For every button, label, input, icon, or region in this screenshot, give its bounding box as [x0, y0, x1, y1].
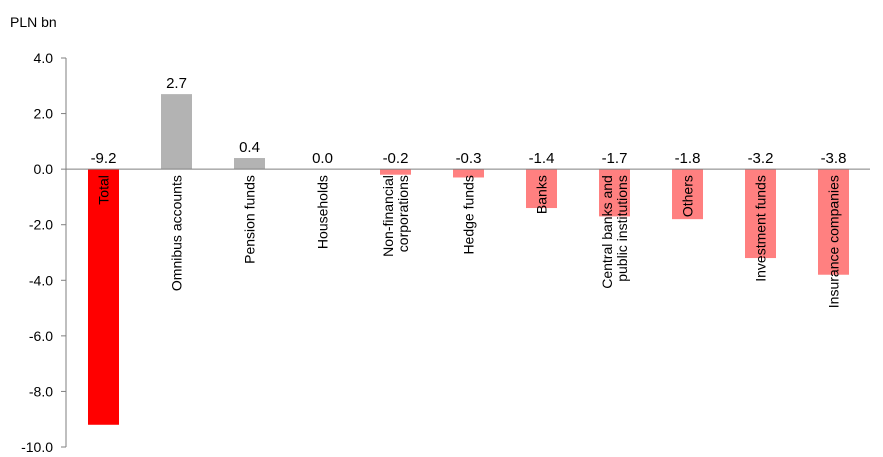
bar	[380, 169, 411, 175]
category-label: Pension funds	[242, 175, 258, 264]
bar	[672, 169, 703, 220]
bar	[745, 169, 776, 259]
bar	[599, 169, 630, 217]
y-tick-label: -8.0	[29, 383, 53, 399]
category-label: Central banks and	[599, 175, 615, 289]
category-label: Banks	[534, 175, 550, 214]
value-label: -1.7	[602, 150, 628, 167]
bar	[818, 169, 849, 275]
category-label-group: Non-financial corporations	[380, 175, 411, 257]
value-label: -0.2	[383, 150, 409, 167]
y-tick-label: 0.0	[34, 161, 54, 177]
value-label: -1.4	[529, 150, 555, 167]
category-label-group: Banks	[534, 175, 550, 214]
bar	[88, 169, 119, 425]
category-label-group: Insurance companies	[826, 175, 842, 308]
category-label: Insurance companies	[826, 175, 842, 308]
category-label: Omnibus accounts	[169, 175, 185, 291]
category-label-group: Households	[315, 175, 331, 249]
y-tick-label: 2.0	[34, 106, 54, 122]
category-label: Households	[315, 175, 331, 249]
category-label: Investment funds	[753, 175, 769, 282]
category-label-group: Total	[96, 175, 112, 205]
bar	[526, 169, 557, 209]
value-label: 0.4	[239, 139, 260, 156]
y-tick-label: -6.0	[29, 328, 53, 344]
category-label: Hedge funds	[461, 175, 477, 254]
category-label-group: Central banks and public institutions	[599, 175, 630, 289]
category-label: public institutions	[614, 175, 630, 282]
category-label-group: Hedge funds	[461, 175, 477, 254]
category-label: Non-financial	[380, 175, 396, 257]
value-label: -9.2	[91, 150, 117, 167]
value-label: -3.2	[748, 150, 774, 167]
category-label-group: Pension funds	[242, 175, 258, 264]
category-label: Total	[96, 175, 112, 205]
category-label-group: Investment funds	[753, 175, 769, 282]
value-label: -3.8	[821, 150, 847, 167]
bar	[234, 158, 265, 170]
category-label: corporations	[395, 175, 411, 252]
y-tick-label: -2.0	[29, 217, 53, 233]
y-tick-label: -10.0	[21, 439, 53, 452]
y-tick-label: -4.0	[29, 272, 53, 288]
category-label-group: Others	[680, 175, 696, 217]
value-label: 2.7	[166, 75, 187, 92]
value-label: -1.8	[675, 150, 701, 167]
category-label: Others	[680, 175, 696, 217]
category-label-group: Omnibus accounts	[169, 175, 185, 291]
value-label: 0.0	[312, 150, 333, 167]
y-axis-unit-label: PLN bn	[10, 14, 57, 30]
value-label: -0.3	[456, 150, 482, 167]
bar	[161, 94, 192, 170]
bar	[453, 169, 484, 178]
y-tick-label: 4.0	[34, 50, 54, 66]
